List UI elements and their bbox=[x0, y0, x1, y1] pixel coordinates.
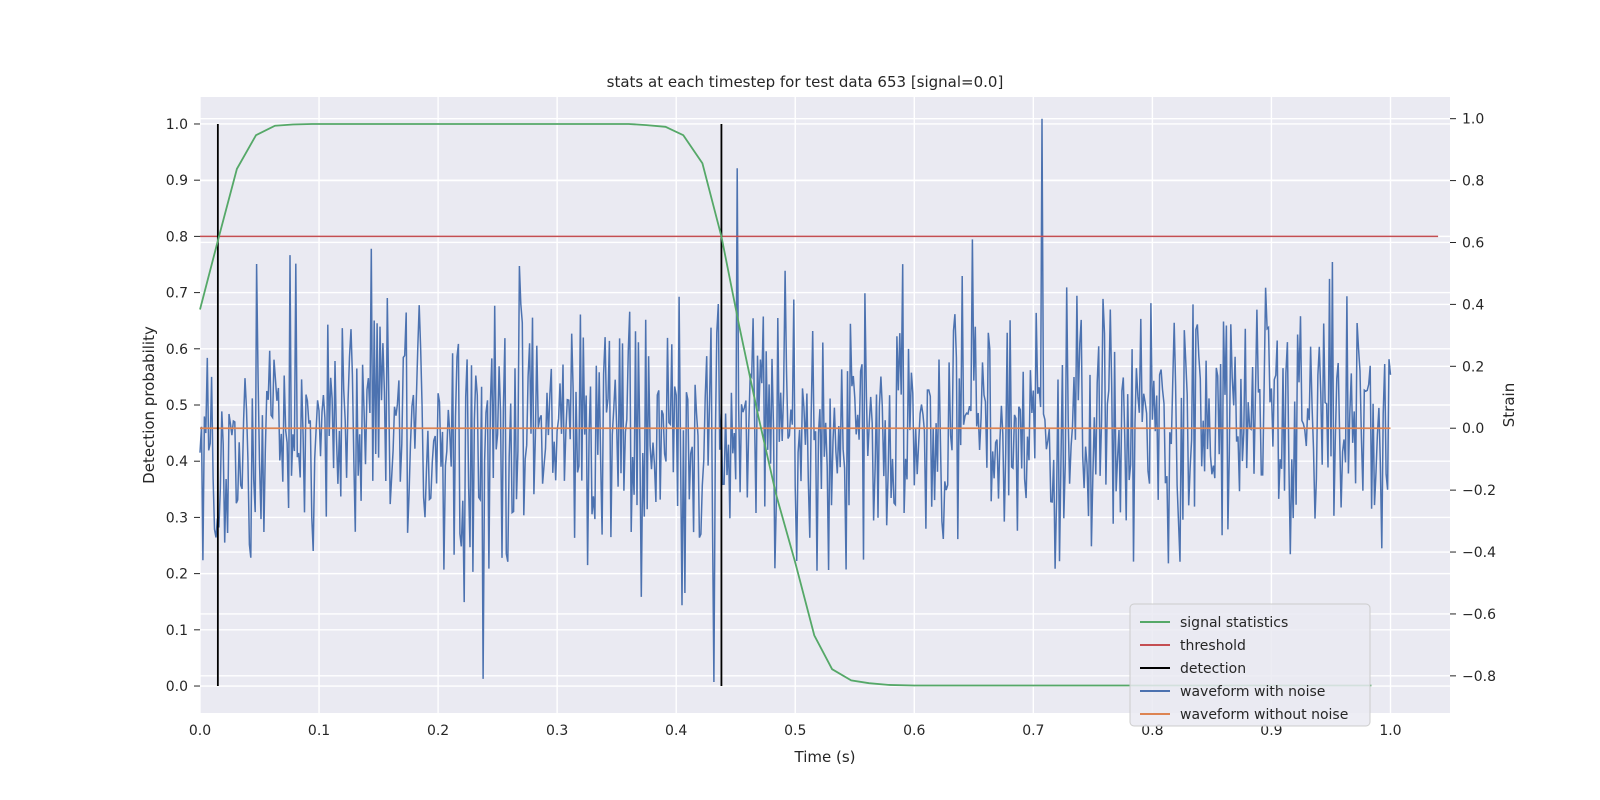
legend-box bbox=[1129, 603, 1371, 727]
y-tick-label-right: 1.0 bbox=[1462, 112, 1484, 128]
legend-entry: threshold bbox=[1180, 638, 1246, 654]
y-tick-label-left: 0.1 bbox=[166, 623, 188, 639]
legend-entry: detection bbox=[1180, 661, 1246, 677]
chart-title: stats at each timestep for test data 653… bbox=[607, 73, 1004, 91]
y-tick-label-left: 0.7 bbox=[166, 286, 188, 302]
legend-entry: waveform with noise bbox=[1180, 684, 1325, 700]
series-layer bbox=[199, 118, 1439, 687]
y-tick-label-left: 0.4 bbox=[166, 454, 188, 470]
y-tick-label-left: 0.5 bbox=[166, 398, 188, 414]
y-tick-label-right: 0.6 bbox=[1462, 235, 1484, 251]
x-tick-label: 0.6 bbox=[903, 723, 925, 739]
series-waveform-with-noise bbox=[199, 118, 1392, 683]
y-tick-label-right: −0.2 bbox=[1462, 483, 1496, 499]
x-tick-label: 0.3 bbox=[546, 723, 568, 739]
x-axis-label: Time (s) bbox=[794, 748, 856, 766]
y-tick-label-right: 0.2 bbox=[1462, 359, 1484, 375]
y-tick-label-right: −0.6 bbox=[1462, 607, 1496, 623]
y-tick-label-left: 0.0 bbox=[166, 679, 188, 695]
legend-entry: signal statistics bbox=[1180, 615, 1288, 631]
axes: 0.0 0.1 0.2 0.3 0.4 0.5 0.6 0.7 0.8 0.9 1.0 0.0 0.1 0… bbox=[166, 112, 1496, 739]
series-signal-statistics bbox=[199, 123, 1372, 687]
y-axis-label-left: Detection probability bbox=[140, 326, 158, 484]
x-tick-label: 1.0 bbox=[1379, 723, 1401, 739]
legend-entry: waveform without noise bbox=[1180, 707, 1348, 723]
y-tick-label-right: 0.8 bbox=[1462, 174, 1484, 190]
x-tick-label: 0.8 bbox=[1141, 723, 1163, 739]
x-tick-label: 0.7 bbox=[1022, 723, 1044, 739]
x-tick-label: 0.9 bbox=[1260, 723, 1282, 739]
y-tick-label-right: −0.4 bbox=[1462, 545, 1496, 561]
y-tick-label-left: 0.3 bbox=[166, 510, 188, 526]
x-tick-label: 0.5 bbox=[784, 723, 806, 739]
y-tick-label-left: 0.6 bbox=[166, 342, 188, 358]
y-tick-label-right: −0.8 bbox=[1462, 669, 1496, 685]
y-tick-label-left: 0.8 bbox=[166, 229, 188, 245]
x-tick-label: 0.0 bbox=[189, 723, 211, 739]
legend: signal statistics threshold detection wavef… bbox=[1129, 603, 1371, 727]
y-tick-label-right: 0.0 bbox=[1462, 421, 1484, 437]
x-tick-label: 0.4 bbox=[665, 723, 687, 739]
y-tick-label-left: 1.0 bbox=[166, 117, 188, 133]
y-tick-label-left: 0.2 bbox=[166, 567, 188, 583]
y-axis-label-right: Strain bbox=[1500, 383, 1518, 427]
x-tick-label: 0.1 bbox=[308, 723, 330, 739]
y-tick-label-left: 0.9 bbox=[166, 173, 188, 189]
y-tick-label-right: 0.4 bbox=[1462, 297, 1484, 313]
x-tick-label: 0.2 bbox=[427, 723, 449, 739]
